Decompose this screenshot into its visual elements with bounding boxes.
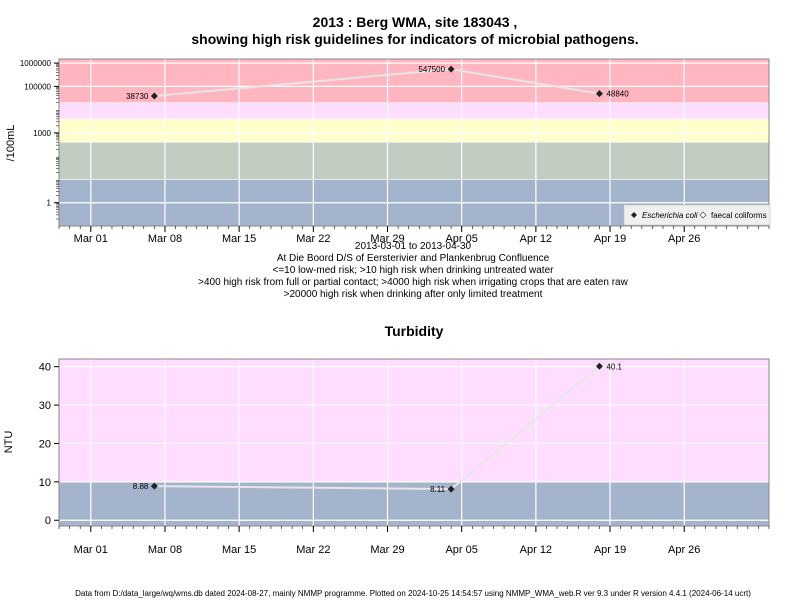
x-tick-label: Apr 05 bbox=[445, 233, 477, 245]
y-tick-label: 1 bbox=[47, 199, 52, 208]
y-tick-label: 40 bbox=[39, 362, 51, 374]
data-label: 8.88 bbox=[133, 482, 149, 491]
y-tick-label: 1000 bbox=[33, 129, 51, 138]
data-point bbox=[150, 92, 158, 100]
ecoli-panel: 38730 547500 48840 Mar 01 Mar 08 Mar 15 Mar 2… bbox=[5, 58, 771, 245]
footer-note: Data from D:/data_large/wq/wms.db dated … bbox=[75, 589, 751, 598]
x-tick-label: Apr 26 bbox=[668, 233, 700, 245]
risk-band bbox=[59, 359, 769, 482]
ecoli-y-axis-label: /100mL bbox=[5, 125, 17, 162]
data-point bbox=[447, 65, 455, 73]
x-tick-label: Mar 01 bbox=[74, 233, 108, 245]
legend-box: Escherichia coli faecal coliforms bbox=[623, 204, 771, 226]
x-tick-label: Apr 05 bbox=[445, 544, 477, 556]
plot-frame bbox=[58, 358, 770, 527]
data-point bbox=[595, 362, 603, 370]
data-label: 40.1 bbox=[606, 362, 622, 371]
subtitle-guideline-2: >400 high risk from full or partial cont… bbox=[198, 277, 628, 288]
data-label: 8.11 bbox=[430, 485, 446, 494]
x-tick-label: Mar 08 bbox=[148, 544, 182, 556]
y-tick-label: 10 bbox=[39, 477, 51, 489]
x-tick-label: Mar 29 bbox=[370, 544, 404, 556]
y-tick-label: 100000 bbox=[24, 82, 51, 91]
subtitle-location: At Die Boord D/S of Eersterivier and Pla… bbox=[277, 253, 550, 264]
x-tick-label: Mar 15 bbox=[222, 233, 256, 245]
x-tick-label: Apr 26 bbox=[668, 544, 700, 556]
x-tick-label: Mar 08 bbox=[148, 233, 182, 245]
y-tick-label: 0 bbox=[45, 515, 51, 527]
data-label: 547500 bbox=[418, 65, 445, 74]
turbidity-y-axis-label: NTU bbox=[3, 431, 15, 454]
x-tick-label: Mar 29 bbox=[370, 233, 404, 245]
x-tick-label: Apr 19 bbox=[594, 544, 626, 556]
data-point bbox=[595, 90, 603, 98]
faecal-coliforms-legend-marker bbox=[699, 211, 707, 219]
risk-band bbox=[59, 102, 769, 119]
subtitle-guideline-1: <=10 low-med risk; >10 high risk when dr… bbox=[273, 265, 555, 276]
y-tick-label: 1000000 bbox=[20, 59, 52, 68]
risk-band bbox=[59, 118, 769, 143]
subtitle-date-range: 2013-03-01 to 2013-04-30 bbox=[355, 241, 472, 252]
risk-band bbox=[59, 59, 769, 103]
turbidity-panel: 8.88 8.11 40.1 Mar 01 Mar 08 Mar 15 Mar 22 Mar… bbox=[3, 358, 770, 556]
ecoli-legend-marker bbox=[631, 212, 637, 218]
plot-frame bbox=[58, 58, 770, 227]
x-tick-label: Mar 22 bbox=[296, 233, 330, 245]
x-tick-label: Apr 12 bbox=[520, 544, 552, 556]
x-tick-label: Mar 01 bbox=[74, 544, 108, 556]
data-label: 38730 bbox=[126, 92, 149, 101]
risk-band bbox=[59, 142, 769, 180]
legend-entry-ecoli: Escherichia coli bbox=[642, 211, 698, 220]
subtitle-guideline-3: >20000 high risk when drinking after onl… bbox=[284, 289, 543, 300]
data-label: 48840 bbox=[606, 90, 629, 99]
turbidity-title: Turbidity bbox=[385, 323, 444, 339]
chart-title-line1: 2013 : Berg WMA, site 183043 , bbox=[313, 14, 518, 30]
legend-entry-faecal-coliforms: faecal coliforms bbox=[711, 211, 767, 220]
chart-title-line2: showing high risk guidelines for indicat… bbox=[191, 31, 638, 47]
data-point bbox=[150, 482, 158, 490]
x-tick-label: Apr 12 bbox=[520, 233, 552, 245]
x-tick-label: Apr 19 bbox=[594, 233, 626, 245]
y-tick-label: 20 bbox=[39, 438, 51, 450]
data-point bbox=[447, 485, 455, 493]
y-tick-label: 30 bbox=[39, 400, 51, 412]
x-tick-label: Mar 15 bbox=[222, 544, 256, 556]
x-tick-label: Mar 22 bbox=[296, 544, 330, 556]
